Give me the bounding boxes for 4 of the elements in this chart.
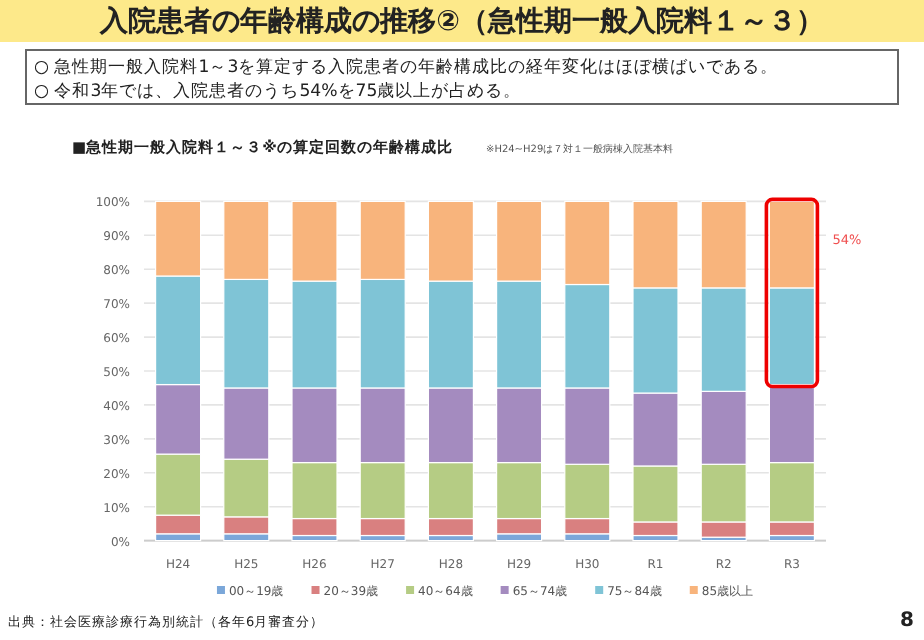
text: ○ 急性期一般入院料1～3を算定する入院患者の年齢構成比の経年変化はほぼ横ばいである。 (34, 56, 779, 78)
chart-title: 入院患者の年齢構成の推移②（急性期一般入院料１～３） (98, 4, 824, 38)
text: ○ 令和3年では、入院患者のうち54%を75歳以上が占める。 (34, 80, 522, 102)
text: 8 (900, 610, 915, 632)
